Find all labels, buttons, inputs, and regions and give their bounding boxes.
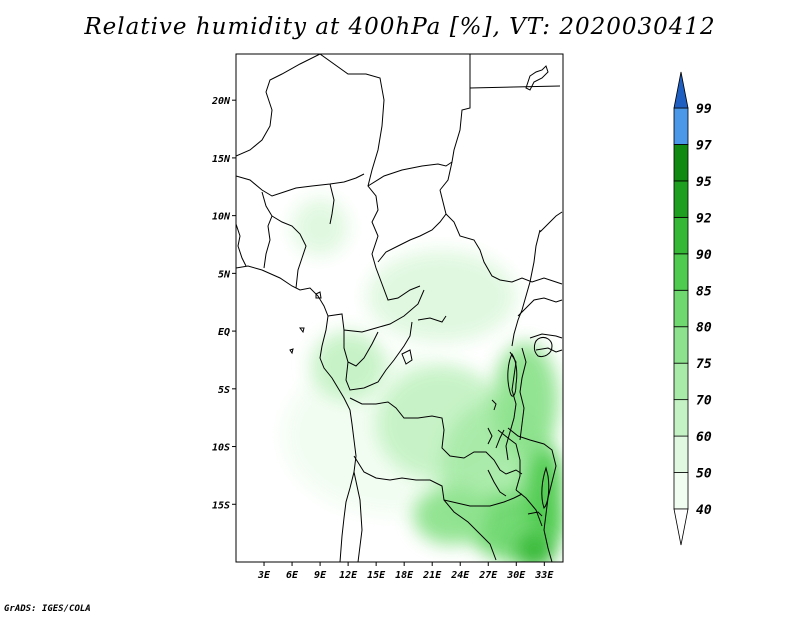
- lon-tick-label: 24E: [450, 570, 470, 581]
- colorbar-segment: [673, 253, 689, 291]
- colorbar-segment: [673, 399, 689, 437]
- humidity-area: [292, 198, 349, 257]
- latitude-axis: 20N 15N 10N 5N EQ 5S 10S 15S: [211, 96, 236, 511]
- lon-tick-label: 12E: [339, 570, 358, 581]
- colorbar-segment: [673, 180, 689, 218]
- colorbar-segment: [673, 216, 689, 255]
- lon-tick-label: 3E: [257, 570, 271, 581]
- colorbar-label: 70: [696, 394, 712, 409]
- colorbar-label: 99: [696, 102, 712, 117]
- humidity-area: [310, 331, 386, 401]
- lon-tick-label: 27E: [478, 570, 498, 581]
- colorbar-segment: [673, 289, 689, 328]
- colorbar-label: 75: [696, 357, 712, 372]
- lat-tick-label: EQ: [218, 327, 230, 338]
- lat-tick-label: 15S: [212, 500, 230, 511]
- colorbar-label: 92: [696, 211, 712, 226]
- colorbar-label: 60: [696, 430, 712, 445]
- colorbar-label: 90: [696, 248, 712, 263]
- humidity-area: [413, 486, 489, 545]
- colorbar-label: 80: [696, 321, 712, 336]
- lon-tick-label: 18E: [395, 570, 414, 581]
- lon-tick-label: 9E: [314, 570, 327, 581]
- lon-tick-label: 15E: [367, 570, 386, 581]
- grads-credit: GrADS: IGES/COLA: [4, 604, 91, 614]
- humidity-area: [525, 446, 563, 539]
- humidity-area: [516, 533, 554, 562]
- lat-tick-label: 10N: [212, 212, 231, 223]
- lon-tick-label: 21E: [422, 570, 442, 581]
- humidity-area: [366, 250, 517, 343]
- chart-title: Relative humidity at 400hPa [%], VT: 202…: [84, 14, 716, 40]
- country-borders: [236, 54, 563, 562]
- lat-tick-label: 5S: [218, 385, 230, 396]
- colorbar-segment: [673, 362, 689, 401]
- lat-tick-label: 20N: [211, 96, 231, 107]
- lon-tick-label: 30E: [506, 570, 526, 581]
- lat-tick-label: 15N: [212, 154, 231, 165]
- colorbar-segment: [673, 326, 689, 364]
- colorbar-bottom-arrow: [673, 508, 689, 546]
- colorbar: 40 50 60 70 75 80 85 90 92 95 97 99: [673, 71, 712, 546]
- colorbar-label: 95: [696, 175, 712, 190]
- colorbar-label: 97: [696, 138, 712, 153]
- colorbar-segment: [673, 435, 689, 473]
- lat-tick-label: 10S: [212, 443, 230, 454]
- colorbar-top-arrow: [673, 71, 689, 109]
- lon-tick-label: 33E: [534, 570, 554, 581]
- lon-tick-label: 6E: [286, 570, 299, 581]
- colorbar-segment: [673, 107, 689, 145]
- colorbar-segment: [673, 472, 689, 510]
- lat-tick-label: 5N: [218, 269, 231, 280]
- longitude-axis: 3E 6E 9E 12E 15E 18E 21E 24E 27E 30E 33E: [257, 562, 554, 581]
- colorbar-label: 50: [696, 467, 712, 482]
- colorbar-label: 40: [696, 503, 712, 518]
- colorbar-segment: [673, 144, 689, 182]
- map-frame: [235, 53, 564, 563]
- colorbar-label: 85: [696, 284, 712, 299]
